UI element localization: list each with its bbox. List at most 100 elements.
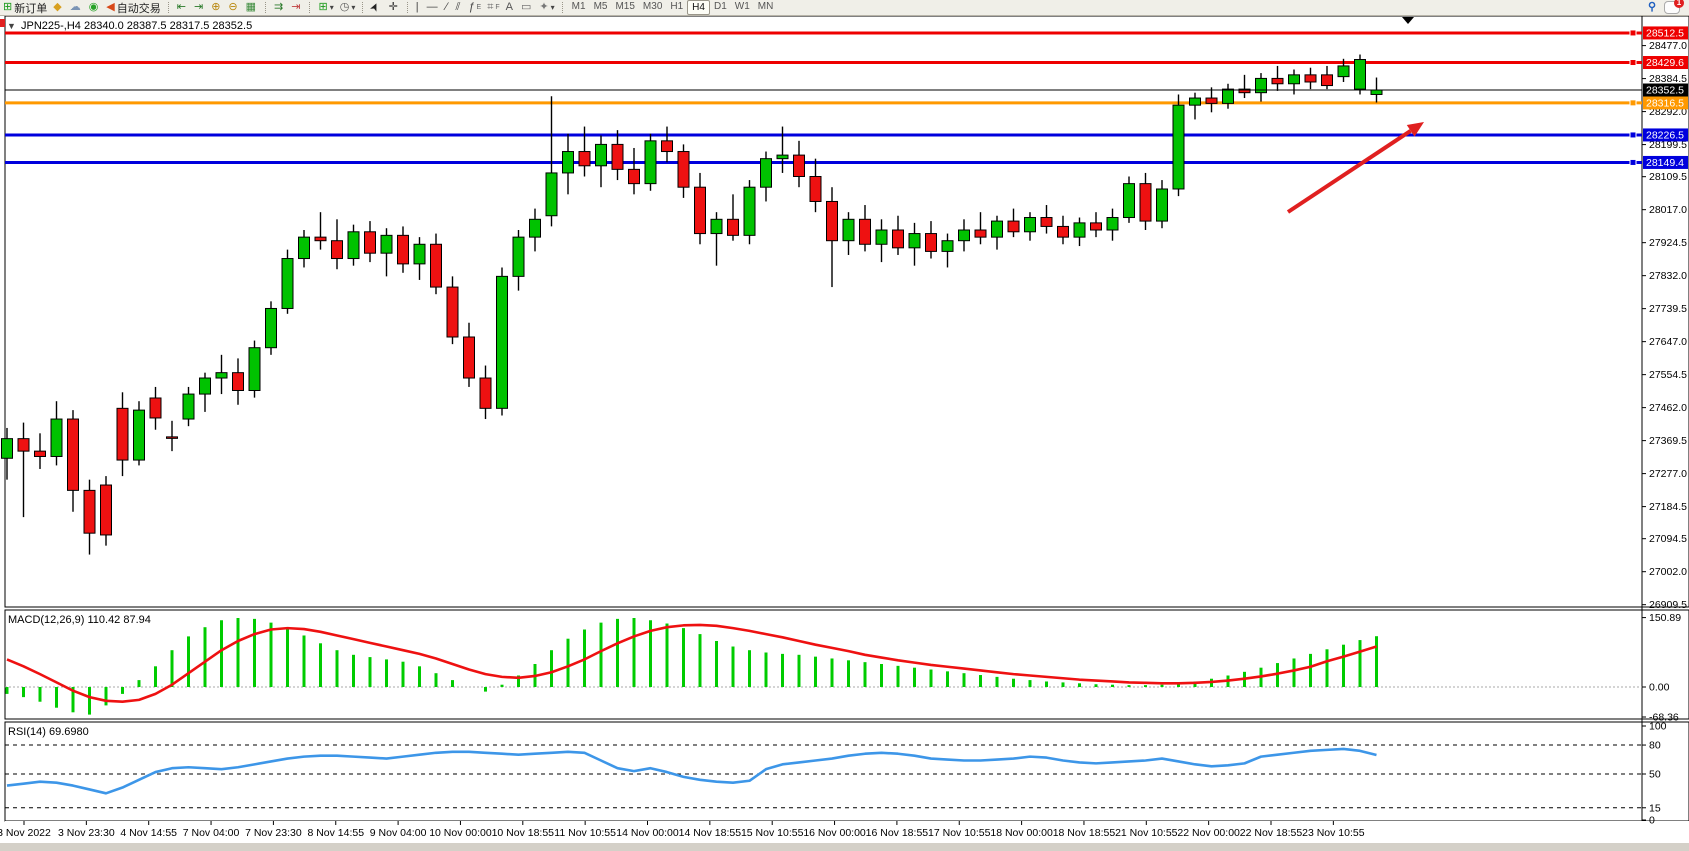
candle-18 xyxy=(298,236,310,260)
timeframe-m1[interactable]: M1 xyxy=(571,1,586,12)
timeframe-m15[interactable]: M15 xyxy=(615,1,635,12)
price-axis[interactable]: 28477.028384.528292.028199.528109.528017… xyxy=(1642,26,1688,611)
timeframe-mn[interactable]: MN xyxy=(757,1,774,12)
candle-61 xyxy=(1007,220,1020,233)
line-handle[interactable] xyxy=(1629,131,1637,139)
signal-button[interactable]: ◉ xyxy=(86,1,104,14)
date-label: 18 Nov 18:55 xyxy=(1053,827,1116,839)
candle-5 xyxy=(83,489,96,534)
candle-64 xyxy=(1057,225,1069,238)
horizontal-line-tool[interactable]: — xyxy=(424,1,443,14)
rsi-pane[interactable]: 100 80 50 150 xyxy=(5,721,1667,827)
candle-79 xyxy=(1304,74,1317,83)
candle-23 xyxy=(380,234,393,254)
chevron-down-icon[interactable]: ▼ xyxy=(7,21,16,31)
arrow-shaft[interactable] xyxy=(1286,129,1412,214)
cloud-button[interactable]: ☁ xyxy=(67,1,86,14)
chart-canvas[interactable]: 28477.028384.528292.028199.528109.528017… xyxy=(0,15,1689,845)
channel-icon: ⫽ xyxy=(455,1,461,13)
line-handle[interactable] xyxy=(1629,158,1637,166)
date-label: 10 Nov 00:00 xyxy=(429,827,492,839)
macd-pane[interactable]: 150.89 0.00 -68.36 xyxy=(5,612,1681,724)
gold-button[interactable]: ◆ xyxy=(50,1,66,14)
crosshair-tool[interactable]: ✛ xyxy=(386,1,403,14)
tile-windows-button[interactable]: ▦ xyxy=(243,1,261,14)
candle-10 xyxy=(166,436,178,439)
cursor-tool[interactable]: ➤ xyxy=(368,1,385,14)
date-axis[interactable]: 3 Nov 2022 3 Nov 23:30 4 Nov 14:55 7 Nov 04… xyxy=(0,821,1365,839)
candle-58 xyxy=(958,229,970,242)
fibo-fan-tool[interactable]: ⌗ F xyxy=(487,1,500,13)
chart-window[interactable]: 28477.0 28384.5 28292.0 28199.5 28109.5 28017… xyxy=(0,15,1689,845)
price-tick-label: 26909.5 xyxy=(1649,599,1687,611)
zoom-out-button[interactable]: ⊖ xyxy=(225,1,242,14)
price-badge-28429.6 xyxy=(1643,56,1688,70)
scroll-position-marker[interactable] xyxy=(1402,17,1414,24)
chart-shift-button[interactable]: ⇥ xyxy=(288,1,305,14)
rsi-indicator-label: RSI(14) 69.6980 xyxy=(8,726,89,738)
price-tick-label: 27002.0 xyxy=(1649,566,1687,578)
candle-42 xyxy=(694,186,706,235)
rsi-scale-label: 80 xyxy=(1649,740,1661,752)
line-handle[interactable] xyxy=(1629,99,1637,107)
candle-52 xyxy=(859,218,871,245)
candle-82 xyxy=(1354,59,1366,90)
shift-left-button[interactable]: ⇤ xyxy=(174,1,191,14)
line-handle[interactable] xyxy=(1629,59,1637,67)
candle-59 xyxy=(974,229,987,238)
vertical-line-tool[interactable]: | xyxy=(413,1,424,14)
label-tool[interactable]: ▭ xyxy=(518,1,536,14)
candlestick-series[interactable] xyxy=(1,54,1383,555)
clock-icon: ◷ xyxy=(339,1,350,13)
timeframe-m5[interactable]: M5 xyxy=(593,1,608,12)
candle-1 xyxy=(17,438,30,452)
channel-tool[interactable]: ⫽ xyxy=(452,1,465,14)
new-order-button[interactable]: ⊞ 新订单 xyxy=(0,1,50,15)
timeframe-m30[interactable]: M30 xyxy=(642,1,663,12)
rsi-line xyxy=(6,747,1377,795)
arrows-tool[interactable]: ✦ ▾ xyxy=(539,1,555,13)
candle-26 xyxy=(430,243,442,288)
new-order-label: 新订单 xyxy=(14,2,48,15)
price-tick-label: 27739.5 xyxy=(1649,303,1687,315)
timeframe-h4[interactable]: H4 xyxy=(687,0,710,15)
text-tool[interactable]: A xyxy=(503,1,518,14)
trend-arrow-annotation[interactable] xyxy=(1286,17,1424,214)
candle-46 xyxy=(760,158,772,188)
arrow-head xyxy=(1406,122,1424,137)
rsi-scale-label: 100 xyxy=(1649,721,1667,733)
zoom-in-button[interactable]: ⊕ xyxy=(208,1,225,14)
candle-12 xyxy=(199,377,211,395)
timeframe-h1[interactable]: H1 xyxy=(670,1,684,12)
trendline-tool[interactable]: ∕ xyxy=(443,1,453,14)
horizontal-level-lines[interactable] xyxy=(5,29,1642,166)
date-label: 23 Nov 10:55 xyxy=(1302,827,1365,839)
candle-37 xyxy=(611,143,624,170)
timeframe-w1[interactable]: W1 xyxy=(734,1,750,12)
date-label: 3 Nov 23:30 xyxy=(58,827,115,839)
candle-78 xyxy=(1288,74,1300,85)
signal-icon: ◉ xyxy=(88,1,99,13)
notifications-button[interactable]: 1 xyxy=(1661,0,1684,14)
auto-scroll-button[interactable]: ⇉ xyxy=(271,1,288,14)
shift-right-button[interactable]: ⇥ xyxy=(191,1,208,14)
price-tick-label: 27277.0 xyxy=(1649,468,1687,480)
candle-76 xyxy=(1255,77,1267,94)
candle-71 xyxy=(1172,104,1185,190)
add-indicator-button[interactable]: ⊞ ▾ xyxy=(318,1,334,13)
search-icon: ⚲ xyxy=(1647,1,1656,13)
line-handle[interactable] xyxy=(1629,29,1637,37)
zoom-out-icon: ⊖ xyxy=(228,1,238,13)
cursor-icon: ➤ xyxy=(368,0,383,15)
rsi-scale-label: 15 xyxy=(1649,802,1661,814)
timeframe-d1[interactable]: D1 xyxy=(713,1,727,12)
candle-70 xyxy=(1156,188,1168,222)
auto-scroll-icon: ⇉ xyxy=(274,1,284,13)
auto-trading-button[interactable]: ◀ 自动交易 xyxy=(103,1,163,15)
candle-19 xyxy=(314,236,327,242)
period-button[interactable]: ◷ ▾ xyxy=(339,1,356,13)
search-button[interactable]: ⚲ xyxy=(1645,1,1661,14)
date-label: 21 Nov 10:55 xyxy=(1115,827,1178,839)
